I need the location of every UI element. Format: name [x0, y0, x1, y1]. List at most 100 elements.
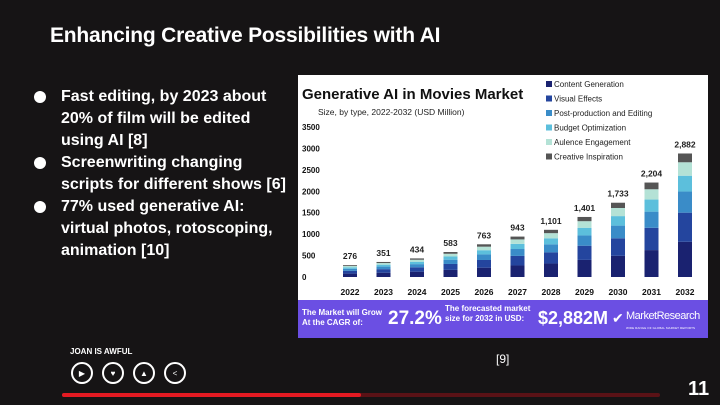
cagr-value: 27.2%: [388, 308, 442, 329]
legend-label: Creative Inspiration: [554, 153, 623, 162]
page-number: 11: [688, 378, 710, 400]
x-tick-label: 2026: [475, 287, 494, 297]
x-tick-label: 2022: [341, 287, 360, 297]
bar-segment: [678, 212, 692, 242]
bar-segment: [376, 269, 391, 273]
bar-segment: [577, 221, 592, 228]
heart-icon: ♥: [110, 368, 116, 378]
share-icon: <: [172, 368, 178, 378]
bar-segment: [410, 258, 424, 260]
bar-segment: [443, 253, 458, 257]
player-controls: ▶ ♥ ▲ <: [71, 362, 186, 384]
x-tick-label: 2025: [441, 287, 460, 297]
bar-segment: [343, 265, 357, 267]
y-tick-label: 2500: [302, 166, 320, 175]
bar-segment: [443, 263, 458, 270]
bar-segment: [577, 216, 592, 222]
bar-segment: [544, 233, 558, 239]
bar-total-label: 276: [343, 251, 357, 261]
bar-segment: [577, 245, 592, 260]
chart-title: Generative AI in Movies Market: [302, 86, 523, 103]
bar-segment: [343, 267, 357, 269]
bar-segment: [678, 241, 692, 277]
forecast-label: The forecasted market size for 2032 in U…: [445, 304, 531, 323]
legend-swatch: [546, 153, 552, 160]
bullet-item: 77% used generative AI: virtual photos, …: [34, 196, 294, 262]
x-tick-label: 2024: [408, 287, 427, 297]
stacked-bar-chart: Generative AI in Movies Market Size, by t…: [302, 80, 696, 297]
bar-segment: [644, 199, 659, 212]
market-chart-image: Generative AI in Movies Market Size, by t…: [298, 75, 708, 338]
bar-segment: [477, 246, 491, 251]
legend-label: Post-production and Editing: [554, 109, 652, 118]
bar-total-label: 1,101: [540, 216, 562, 226]
brand-tagline: WIDE RANGE OF GLOBAL MARKET REPORTS: [626, 326, 696, 330]
bar-segment: [410, 264, 424, 268]
play-icon: ▶: [78, 368, 86, 378]
bar-total-label: 1,401: [574, 203, 596, 213]
forecast-value: $2,882M: [538, 308, 609, 328]
bullet-icon: [34, 91, 46, 103]
bar-total-label: 351: [376, 248, 390, 258]
bar-segment: [644, 189, 659, 200]
bar-segment: [510, 243, 525, 250]
bar-segment: [410, 261, 424, 265]
bar-total-label: 1,733: [607, 189, 629, 199]
bar-segment: [644, 250, 659, 277]
bar-segment: [410, 267, 424, 272]
like-button[interactable]: ♥: [102, 362, 124, 384]
bar-segment: [410, 259, 424, 262]
x-tick-label: 2030: [609, 287, 628, 297]
citation: [9]: [496, 352, 510, 366]
bar-segment: [678, 191, 692, 213]
brand-logo-icon: ✔: [612, 310, 624, 326]
bar-segment: [343, 273, 357, 277]
bar-segment: [577, 227, 592, 236]
x-tick-label: 2028: [542, 287, 561, 297]
chart-subtitle: Size, by type, 2022-2032 (USD Million): [318, 107, 465, 117]
bar-segment: [410, 271, 424, 277]
bar-segment: [611, 202, 625, 208]
bar-total-label: 2,882: [674, 139, 696, 149]
legend-swatch: [546, 139, 552, 145]
play-button[interactable]: ▶: [71, 362, 93, 384]
bar-segment: [510, 239, 525, 244]
user-icon: ▲: [140, 368, 148, 378]
bar-segment: [443, 269, 458, 277]
bar-total-label: 2,204: [641, 169, 663, 179]
bar-segment: [477, 250, 491, 255]
bar-segment: [510, 249, 525, 256]
bar-segment: [376, 261, 391, 264]
bar-segment: [611, 208, 625, 217]
bar-segment: [611, 238, 625, 256]
bar-segment: [678, 153, 692, 163]
chart-banner: The Market will Grow At the CAGR of: 27.…: [298, 300, 708, 338]
legend-swatch: [546, 95, 552, 102]
bar-segment: [510, 265, 525, 277]
bar-segment: [510, 255, 525, 266]
bullet-item: Fast editing, by 2023 about 20% of film …: [34, 86, 294, 152]
profile-button[interactable]: ▲: [133, 362, 155, 384]
legend-label: Budget Optimization: [554, 124, 626, 133]
legend-swatch: [546, 124, 552, 131]
progress-bar[interactable]: [62, 393, 660, 397]
y-tick-label: 3000: [302, 144, 320, 153]
bar-segment: [376, 272, 391, 277]
legend-label: Visual Effects: [554, 95, 602, 104]
share-button[interactable]: <: [164, 362, 186, 384]
bar-segment: [376, 264, 391, 267]
cagr-label: The Market will Grow At the CAGR of:: [302, 308, 383, 327]
bar-segment: [544, 229, 558, 234]
bar-segment: [678, 162, 692, 176]
bar-segment: [477, 244, 491, 247]
bar-segment: [644, 211, 659, 228]
bar-segment: [577, 235, 592, 246]
bar-total-label: 434: [410, 244, 424, 254]
bar-segment: [477, 254, 491, 260]
bar-total-label: 763: [477, 230, 491, 240]
slide-title: Enhancing Creative Possibilities with AI: [50, 24, 441, 47]
bar-segment: [443, 259, 458, 264]
y-tick-label: 1500: [302, 209, 320, 218]
bar-segment: [544, 244, 558, 253]
y-tick-label: 500: [302, 252, 316, 261]
